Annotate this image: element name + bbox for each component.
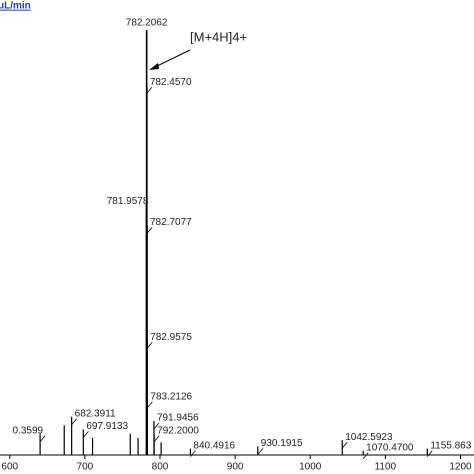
x-tick-label: 600 [1,462,18,473]
leader [190,450,196,457]
peak-label: 1042.5923 [345,432,393,443]
peak-label: 792.2000 [157,425,199,436]
leader [153,422,160,430]
x-tick-label: 1000 [299,462,322,473]
leader [39,435,46,443]
leader [71,418,77,426]
peak-label: 682.3911 [75,408,116,419]
leader [146,341,153,349]
leader [146,227,153,234]
x-tick-label: 800 [152,462,169,473]
peak-label: 930.1915 [261,438,303,449]
leader [146,86,153,94]
peak-label: 783.2126 [150,391,192,402]
peak-label: 782.2062 [126,18,168,29]
x-tick-label: 700 [77,462,94,473]
leader [362,452,369,460]
leader [153,435,160,443]
peak-label: 782.4570 [150,77,192,88]
peak-label: 791.9456 [157,413,199,424]
peak-label: 781.9578 [107,196,149,207]
x-tick-label: 900 [227,462,244,473]
peak-label: 697.9133 [86,421,128,432]
peak-label: 782.7077 [150,217,192,228]
corner-text: uL/min [0,1,31,12]
leader [147,401,153,409]
peak-label: 0.3599 [12,425,43,436]
annotation-arrow [152,49,191,69]
leader [427,450,433,457]
x-tick-label: 1200 [449,462,472,473]
leader [257,448,264,455]
peak-label: 1155.863 [430,440,471,451]
arrow-head [149,63,159,70]
peak-label: 840.4916 [193,440,235,451]
leader [83,431,89,438]
peak-label: 1070.4700 [366,442,414,453]
leader [341,441,348,449]
x-tick-label: 1100 [375,462,397,473]
peak-label: 782.9575 [150,332,192,343]
annotation: [M+4H]4+ [190,29,247,44]
